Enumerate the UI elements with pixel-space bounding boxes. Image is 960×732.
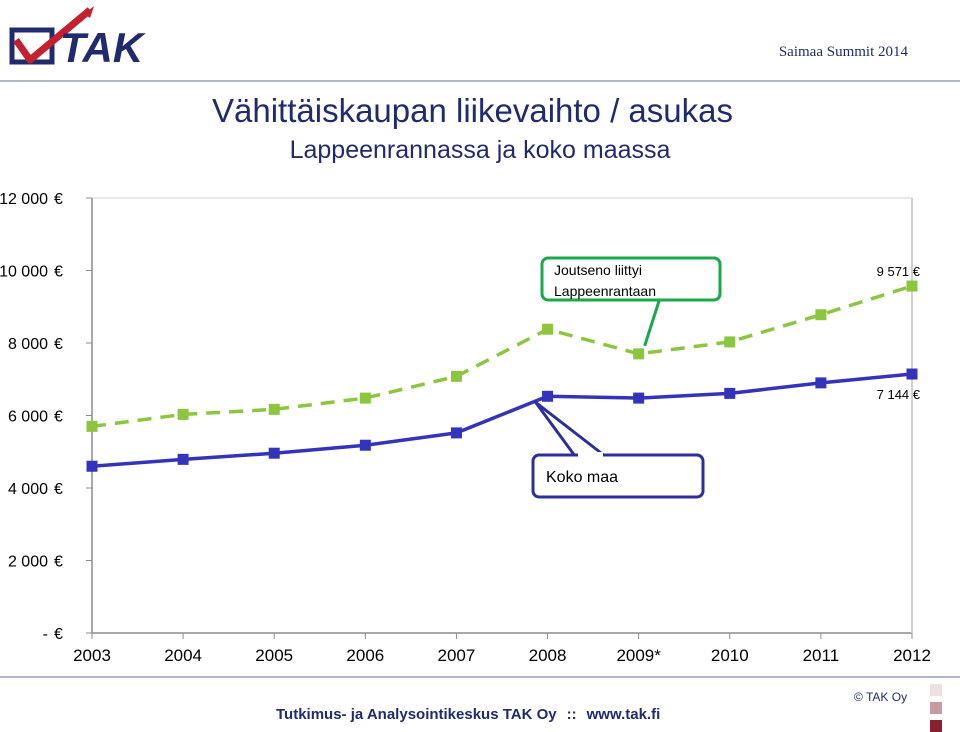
y-tick-label: - [43,626,48,643]
x-tick-label: 2012 [893,646,931,665]
header-divider [0,80,960,82]
series-1-point [633,392,645,404]
annotation-kokomaa-pointer [534,400,606,458]
y-tick-label: 2 000 [8,554,48,571]
y-tick-unit: € [54,554,63,571]
series-1-point [906,368,918,380]
x-tick-label: 2009* [616,646,661,665]
x-tick-label: 2005 [255,646,293,665]
annotation-kokomaa-box [531,453,705,499]
series-1-point [268,447,280,459]
y-tick-unit: € [54,626,63,643]
y-tick-label: 10 000 [0,264,48,281]
chart-title: Vähittäiskaupan liikevaihto / asukas [212,92,733,129]
x-axis-ticks: 2003 2004 2005 2006 2007 2008 2009* 2010 2011 201… [73,633,931,665]
series-1-point [542,390,554,402]
y-tick-unit: € [54,191,63,208]
x-tick-label: 2003 [73,646,111,665]
x-tick-label: 2004 [164,646,202,665]
series-1-point [724,387,736,399]
annotation-kokomaa-gap [578,452,603,458]
chart-subtitle: Lappeenrannassa ja koko maassa [289,136,671,164]
x-tick-label: 2010 [711,646,749,665]
series-1-point [86,460,98,472]
annotation-kokomaa-text: Koko maa [546,469,618,486]
series-0-point [268,403,280,415]
annotation-joutseno-box [540,256,722,302]
series-0-line [91,284,913,429]
series-0-point [450,370,462,382]
x-tick-label: 2011 [803,646,840,665]
footer-separator: :: [566,706,577,723]
logo-text: TAK [60,24,146,70]
series-0-point [177,408,189,420]
series-0-point [542,323,554,335]
footer: Tutkimus- ja Analysointikeskus TAK Oy:: w… [276,706,660,723]
footer-url[interactable]: www.tak.fi [586,706,661,723]
x-tick-label: 2006 [346,646,384,665]
y-axis-ticks: - €2 000 €4 000 €6 000 €8 000 €10 000 €12 000 € [0,191,92,643]
event-title: Saimaa Summit 2014 [778,44,908,60]
decor-square-light [930,684,942,696]
series-0-point [633,348,645,360]
footer-org: Tutkimus- ja Analysointikeskus TAK Oy [276,706,557,723]
decor-square-dark [930,720,942,732]
series-0-point [906,280,918,292]
annotation-joutseno-text: Lappeenrantaan [554,283,656,299]
y-tick-label: 12 000 [0,191,48,208]
copyright: © TAK Oy [854,690,908,704]
annotation-joutseno-text: Joutseno liittyi [554,262,642,278]
y-tick-label: 6 000 [8,409,48,426]
series-1-end-label: 7 144 € [877,387,921,402]
series-layer: 9 571 € 7 144 € [86,264,921,472]
series-1-point [450,427,462,439]
y-tick-label: 8 000 [8,336,48,353]
decor-square-medium [930,702,942,714]
footer-divider [0,676,960,678]
series-1-point [177,453,189,465]
series-1-point [815,377,827,389]
annotation-layer: Joutseno liittyi Lappeenrantaan Koko maa [531,256,722,499]
annotation-joutseno-pointer [643,296,690,347]
y-tick-unit: € [54,481,63,498]
y-tick-unit: € [54,264,63,281]
series-0-point [86,420,98,432]
x-tick-label: 2008 [529,646,567,665]
series-0-end-label: 9 571 € [877,264,921,279]
tak-logo: TAK [9,6,146,70]
series-1-point [359,439,371,451]
y-tick-label: 4 000 [8,481,48,498]
y-tick-unit: € [54,409,63,426]
x-tick-label: 2007 [438,646,476,665]
y-tick-unit: € [54,336,63,353]
series-0-point [359,392,371,404]
series-1-line [91,372,913,468]
series-0-point [724,336,736,348]
series-0-point [815,309,827,321]
